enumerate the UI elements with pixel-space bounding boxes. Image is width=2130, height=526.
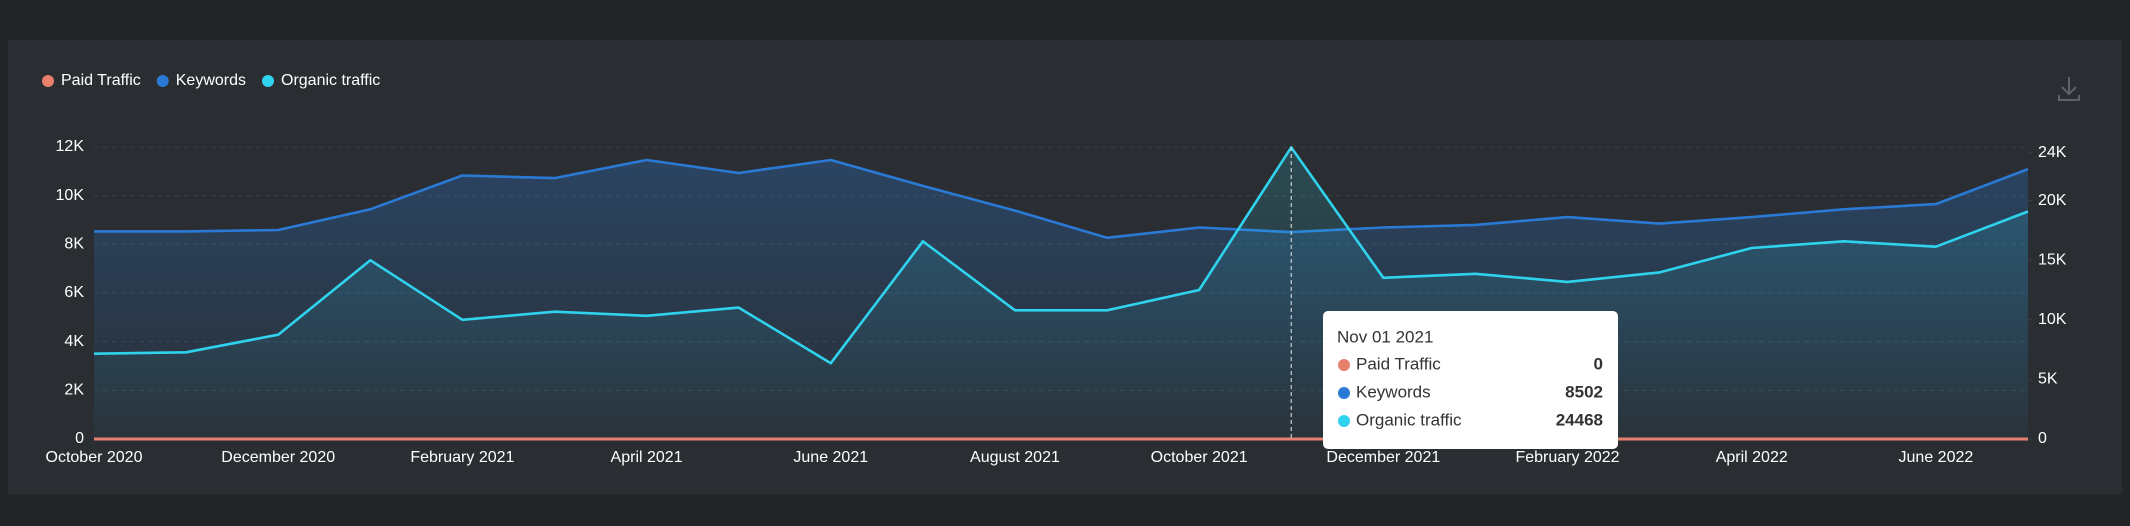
x-tick-label: December 2021 xyxy=(1326,449,1440,466)
y-tick-label: 10K xyxy=(56,187,85,204)
tooltip-marker xyxy=(1338,387,1350,399)
x-tick-label: April 2021 xyxy=(611,449,683,466)
y2-tick-label: 20K xyxy=(2038,192,2067,209)
tooltip-name: Organic traffic xyxy=(1356,410,1462,429)
y-tick-label: 12K xyxy=(56,138,85,155)
tooltip-date: Nov 01 2021 xyxy=(1337,327,1433,346)
tooltip-name: Paid Traffic xyxy=(1356,354,1441,373)
tooltip-marker xyxy=(1338,359,1350,371)
x-tick-label: February 2021 xyxy=(410,449,514,466)
x-tick-label: June 2021 xyxy=(793,449,868,466)
tooltip-name: Keywords xyxy=(1356,382,1431,401)
x-tick-label: October 2021 xyxy=(1151,449,1248,466)
tooltip: Nov 01 2021 Paid Traffic 0 Keywords 8502 Orga… xyxy=(1323,311,1618,449)
legend-label: Keywords xyxy=(176,72,246,89)
y2-tick-label: 10K xyxy=(2038,311,2067,328)
series-line xyxy=(94,158,2029,240)
y-tick-label: 4K xyxy=(64,333,84,350)
y-tick-label: 8K xyxy=(64,236,84,253)
legend-marker xyxy=(262,75,274,87)
y2-tick-label: 0 xyxy=(2038,430,2047,447)
legend-marker xyxy=(156,75,169,87)
tooltip-marker xyxy=(1338,415,1350,427)
tooltip-box xyxy=(1323,311,1618,449)
y-tick-label: 2K xyxy=(64,382,84,399)
x-tick-label: August 2021 xyxy=(970,449,1060,466)
x-tick-label: December 2020 xyxy=(221,449,335,466)
x-tick-label: April 2022 xyxy=(1716,449,1788,466)
x-tick-label: June 2022 xyxy=(1899,449,1974,466)
tooltip-value: 8502 xyxy=(1565,382,1603,401)
download-icon[interactable] xyxy=(2058,77,2080,101)
y2-tick-label: 15K xyxy=(2038,251,2067,268)
legend-label: Organic traffic xyxy=(281,72,380,89)
y2-tick-label: 5K xyxy=(2038,371,2058,388)
y-tick-label: 0 xyxy=(75,430,84,447)
x-tick-label: February 2022 xyxy=(1515,449,1619,466)
y2-tick-label: 24K xyxy=(2038,144,2067,161)
series-line xyxy=(93,146,2029,365)
tooltip-value: 24468 xyxy=(1556,410,1603,429)
tooltip-value: 0 xyxy=(1594,354,1603,373)
legend-marker xyxy=(42,75,54,87)
x-tick-label: October 2020 xyxy=(46,449,143,466)
y-tick-label: 6K xyxy=(64,284,84,301)
legend-label: Paid Traffic xyxy=(61,72,141,89)
